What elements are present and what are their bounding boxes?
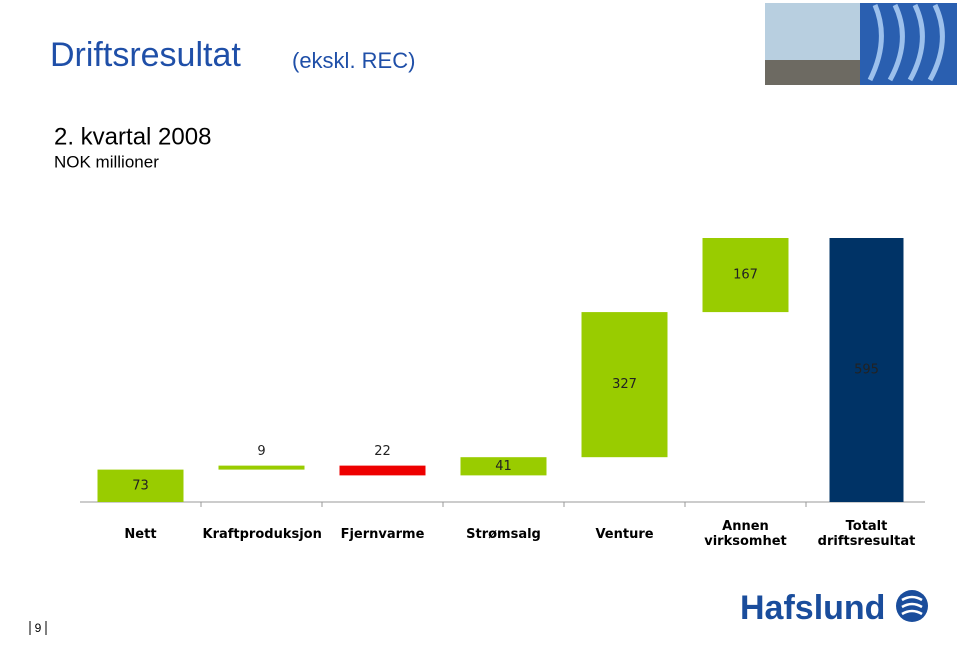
title: Driftsresultat <box>50 36 241 74</box>
photo <box>765 3 957 85</box>
value-label: 73 <box>132 478 149 493</box>
logo-waves <box>901 595 923 616</box>
bar <box>702 238 789 313</box>
bar <box>339 465 426 476</box>
bar <box>218 465 305 470</box>
value-label: 167 <box>733 268 758 283</box>
page-number: 9 <box>35 621 42 635</box>
logo-mark <box>896 590 928 622</box>
category-label: Totalt driftsresultat <box>817 519 916 549</box>
bar <box>829 238 904 502</box>
bar <box>581 312 668 458</box>
bar <box>460 457 547 476</box>
category-label: Kraftproduksjon <box>202 526 322 542</box>
value-label: 9 <box>257 444 265 459</box>
category-label: Nett <box>124 526 157 542</box>
logo: Hafslund <box>740 589 885 627</box>
value-label: 41 <box>495 459 512 474</box>
chart-title: 2. kvartal 2008 <box>54 123 211 150</box>
title-note: (ekskl. REC) <box>292 48 415 73</box>
value-label: 327 <box>612 377 637 392</box>
chart-subtitle: NOK millioner <box>54 152 159 171</box>
category-label: Annen virksomhet <box>704 519 787 549</box>
category-label: Fjernvarme <box>340 526 425 542</box>
value-label: 22 <box>374 444 391 459</box>
value-label: 595 <box>854 363 879 378</box>
category-label: Venture <box>595 526 654 542</box>
category-label: Strømsalg <box>466 526 541 542</box>
bar <box>97 469 184 502</box>
